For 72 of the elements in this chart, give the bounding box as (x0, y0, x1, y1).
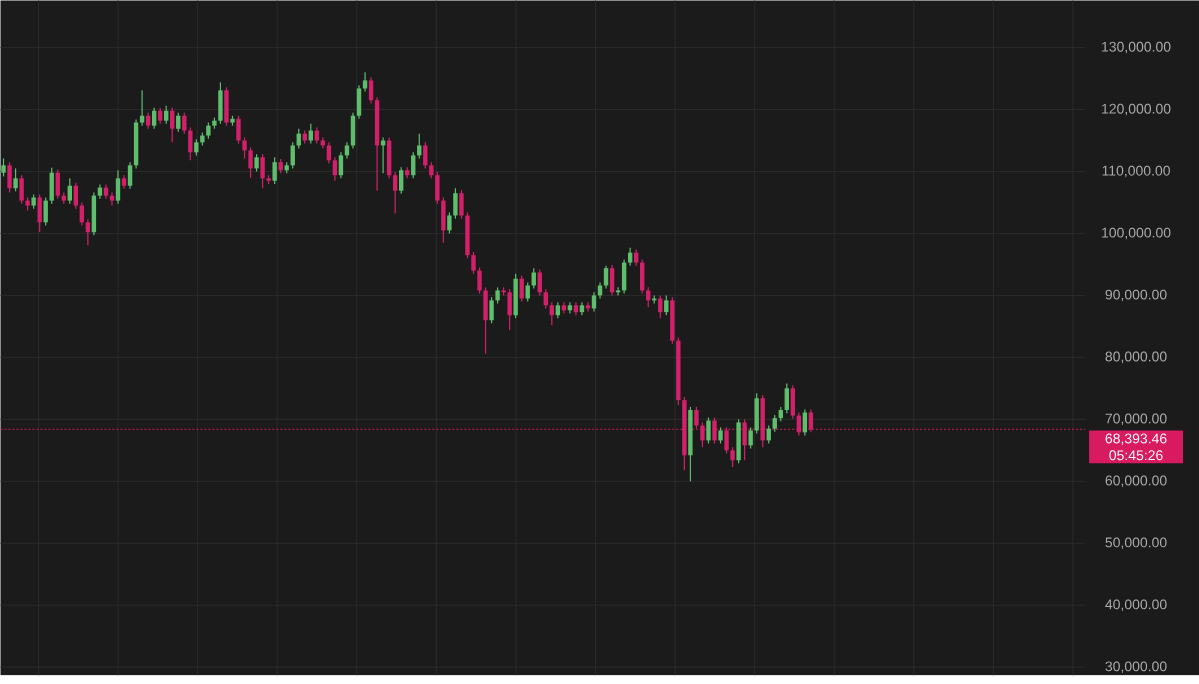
candlestick (139, 89, 145, 127)
candlestick (543, 288, 548, 309)
candlestick (453, 187, 458, 220)
candlestick (525, 281, 530, 303)
candlestick (332, 156, 338, 182)
y-tick-label: 130,000.00 (1102, 41, 1171, 54)
candlestick (13, 167, 18, 192)
candlestick (248, 146, 253, 179)
candlestick (489, 296, 494, 324)
candlestick (368, 76, 374, 104)
candlestick (664, 294, 669, 316)
candlestick (411, 151, 416, 179)
candlestick (591, 291, 597, 312)
candlestick (784, 382, 790, 414)
candlestick (398, 166, 404, 195)
candlestick (182, 111, 187, 135)
candlestick (127, 161, 133, 190)
candlestick (19, 174, 24, 205)
candlestick (748, 426, 753, 449)
candlestick (188, 126, 193, 161)
y-tick-label: 30,000.00 (1105, 661, 1167, 673)
candlestick (471, 251, 476, 275)
candlestick (700, 421, 705, 448)
candlestick (537, 268, 542, 296)
candlestick (170, 106, 175, 143)
candlestick (477, 266, 482, 294)
candlestick (549, 301, 555, 326)
candlestick (85, 218, 91, 246)
y-tick-label: 70,000.00 (1105, 413, 1167, 425)
candlestick (7, 161, 12, 193)
candlestick (151, 106, 157, 130)
candlestick (706, 416, 711, 444)
y-tick-label: 110,000.00 (1102, 165, 1170, 178)
candlestick (447, 211, 452, 234)
candlestick (242, 136, 247, 159)
candlestick (459, 189, 464, 220)
candlestick (417, 132, 422, 159)
y-tick-label: 40,000.00 (1105, 599, 1167, 611)
candlestick (290, 141, 295, 169)
candlestick (43, 196, 48, 226)
y-tick-label: 120,000.00 (1102, 103, 1171, 116)
candlestick (423, 141, 428, 169)
candlestick (176, 111, 181, 133)
ref-line-label: 68,393.46 (1105, 433, 1167, 445)
y-tick-label: 100,000.00 (1102, 227, 1171, 240)
candlestick (115, 169, 121, 205)
y-tick-label: 50,000.00 (1105, 537, 1167, 549)
candlestick (236, 114, 241, 145)
candlestick (338, 151, 344, 179)
candlestick (272, 156, 277, 185)
y-tick-label: 80,000.00 (1105, 351, 1167, 363)
candlestick (531, 267, 536, 290)
candlestick (615, 286, 621, 296)
candlestick (109, 191, 115, 206)
candlestick (646, 286, 651, 308)
candlestick (55, 168, 60, 200)
candlestick (73, 181, 79, 210)
candlestick (67, 177, 72, 205)
candlestick (326, 141, 332, 164)
y-tick-label: 60,000.00 (1105, 475, 1167, 487)
text: 05:45:26 (1109, 450, 1163, 461)
y-tick-label: 90,000.00 (1105, 289, 1167, 302)
candlestick (507, 288, 512, 331)
candlestick (362, 71, 368, 92)
candlestick (561, 301, 567, 314)
candlestick (308, 123, 314, 145)
candlestick (392, 171, 398, 215)
candlestick (694, 406, 699, 430)
candlestick (567, 301, 573, 314)
candlestick (260, 153, 265, 189)
candlestick (519, 274, 524, 303)
candlestick (730, 446, 735, 468)
